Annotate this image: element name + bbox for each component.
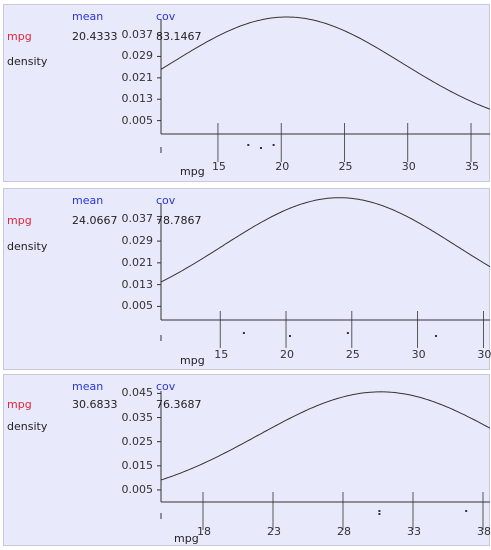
y-tick-label: 0.037	[121, 28, 154, 42]
y-tick-label: 0.005	[121, 482, 154, 496]
y-tick-label: 0.021	[121, 70, 154, 84]
y-tick-label: 0.013	[121, 277, 154, 291]
mean-header: mean	[72, 380, 104, 393]
x-axis-label: mpg	[180, 354, 205, 367]
plot-svg-3	[157, 391, 491, 530]
cov-header: cov	[156, 10, 176, 23]
x-tick-label: 28	[337, 525, 351, 538]
y-tick-label: 0.045	[121, 386, 154, 400]
x-axis-label: mpg	[180, 165, 205, 178]
cov-header: cov	[156, 194, 176, 207]
x-tick-label: 38	[477, 525, 491, 538]
x-tick-label: 30	[411, 348, 426, 361]
x-tick-label: 33	[407, 525, 421, 538]
x-tick-label: 15	[211, 160, 226, 173]
cov-value: 83.1467	[156, 30, 202, 43]
data-point	[242, 332, 245, 334]
data-point	[378, 513, 381, 515]
data-point	[288, 335, 291, 337]
cov-header: cov	[156, 380, 176, 393]
x-tick-label: 35	[465, 160, 480, 173]
y-axis-label: density	[7, 240, 48, 253]
x-tick-label: 30	[477, 348, 491, 361]
x-tick-label: 25	[345, 348, 360, 361]
x-tick-label: 18	[197, 525, 211, 538]
cov-value: 76.3687	[156, 398, 202, 411]
mean-value: 30.6833	[72, 398, 118, 411]
y-tick-label: 0.035	[121, 410, 154, 424]
y-axis-label: density	[7, 420, 48, 433]
data-point	[465, 510, 468, 512]
density-curve	[160, 197, 491, 283]
data-point	[346, 332, 349, 334]
y-axis-label: density	[7, 55, 48, 68]
density-panel-2: mean cov mpg 24.0667 78.7867 density mpg…	[3, 188, 491, 370]
x-tick-label: 30	[401, 160, 416, 173]
data-point	[435, 335, 438, 337]
y-tick-label: 0.029	[121, 234, 154, 248]
y-tick-label: 0.029	[121, 49, 154, 63]
y-tick-label: 0.025	[121, 434, 154, 448]
mean-value: 20.4333	[72, 30, 118, 43]
density-panel-1: mean cov mpg 20.4333 83.1467 density mpg…	[3, 4, 491, 182]
variable-name: mpg	[7, 214, 32, 227]
x-tick-label: 20	[275, 160, 290, 173]
data-point	[272, 144, 275, 146]
mean-header: mean	[72, 10, 104, 23]
y-tick-label: 0.037	[121, 212, 154, 226]
mean-value: 24.0667	[72, 214, 118, 227]
y-tick-label: 0.005	[121, 113, 154, 127]
y-tick-label: 0.015	[121, 458, 154, 472]
variable-name: mpg	[7, 30, 32, 43]
x-tick-label: 23	[267, 525, 281, 538]
plot-svg-2	[157, 197, 491, 348]
x-tick-label: 20	[280, 348, 295, 361]
density-curve	[160, 16, 491, 110]
density-curve	[160, 391, 491, 481]
mean-header: mean	[72, 194, 104, 207]
x-tick-label: 15	[214, 348, 229, 361]
data-point	[378, 510, 381, 512]
y-tick-label: 0.013	[121, 92, 154, 106]
cov-value: 78.7867	[156, 214, 202, 227]
density-panel-3: mean cov mpg 30.6833 76.3687 density mpg…	[3, 374, 491, 546]
x-axis-label: mpg	[174, 532, 199, 545]
y-tick-label: 0.021	[121, 255, 154, 269]
x-tick-label: 25	[338, 160, 353, 173]
plot-svg-1	[157, 16, 491, 162]
data-point	[247, 144, 250, 146]
data-point	[259, 147, 262, 149]
y-tick-label: 0.005	[121, 299, 154, 313]
variable-name: mpg	[7, 398, 32, 411]
